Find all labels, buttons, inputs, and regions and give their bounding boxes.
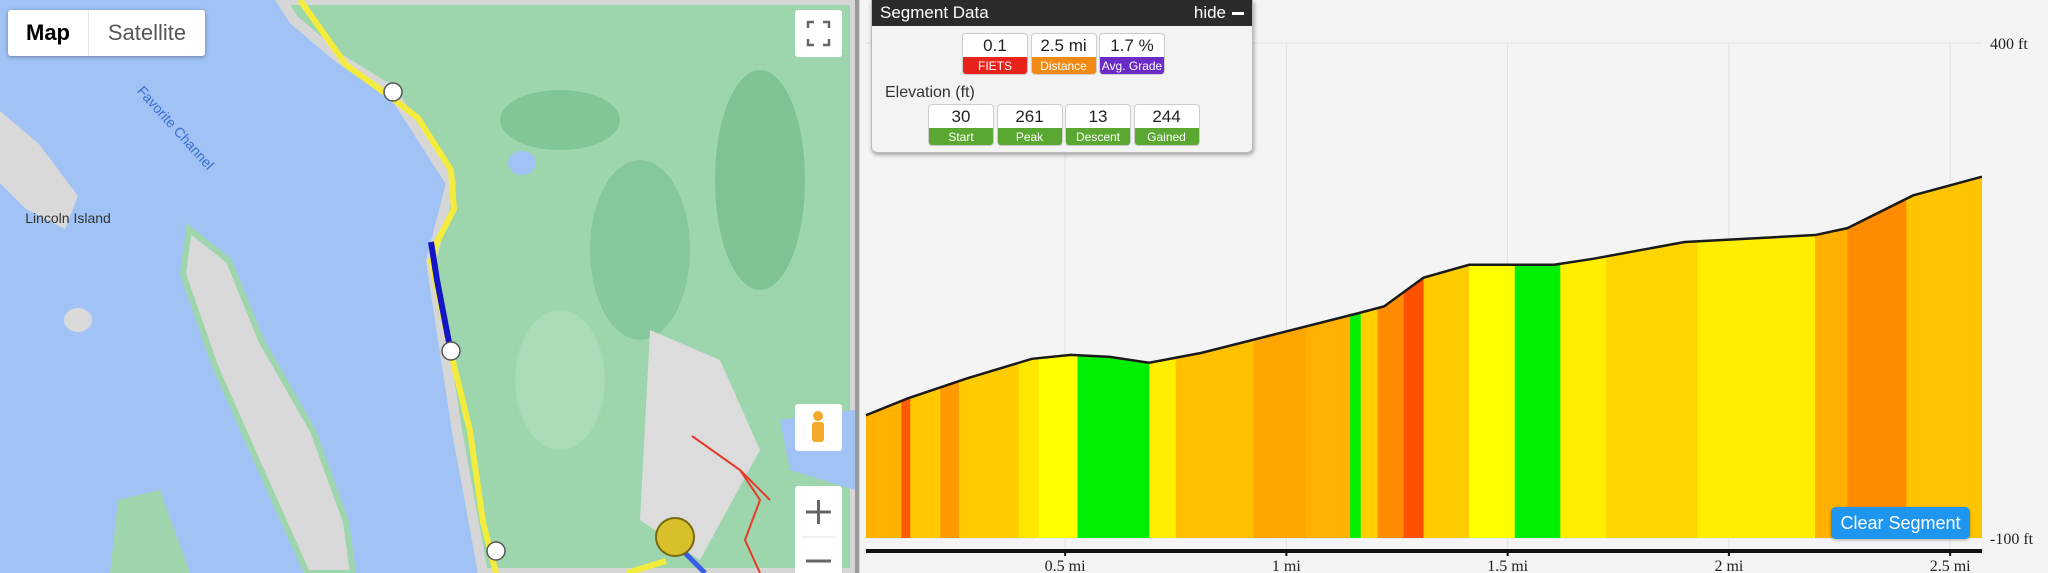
route-shield <box>486 541 506 561</box>
grade-band <box>1606 176 1698 538</box>
route-shield <box>383 82 403 102</box>
x-tick-label: 1 mi <box>1272 558 1301 573</box>
selected-segment <box>428 241 454 354</box>
zoom-in[interactable] <box>806 500 831 524</box>
stat-box: 1.7 % Avg. Grade <box>1099 33 1165 75</box>
panel-header: Segment Data hide <box>872 0 1252 26</box>
stat-label: Peak <box>997 128 1062 145</box>
map[interactable]: Favorite Channel Lincoln Island <box>0 0 860 573</box>
terrain <box>640 330 760 560</box>
x-tick-label: 0.5 mi <box>1045 558 1086 573</box>
place-label: Lincoln Island <box>25 210 111 226</box>
stat-box: 2.5 mi Distance <box>1030 33 1097 75</box>
stat-value: 2.5 mi <box>1040 35 1087 55</box>
road <box>626 558 667 573</box>
island <box>0 111 78 229</box>
stat-label: Start <box>929 128 993 145</box>
grade-band <box>1815 176 1848 538</box>
x-tick-label: 2 mi <box>1714 558 1743 573</box>
stat-label: Distance <box>1031 57 1096 74</box>
terrain <box>500 90 620 150</box>
stat-box: 261 Peak <box>996 104 1063 146</box>
button-bg <box>795 10 842 57</box>
grade-band <box>1847 176 1907 538</box>
map-button[interactable]: Map <box>8 10 89 56</box>
stat-value: 1.7 % <box>1110 35 1154 55</box>
grade-band <box>1360 176 1379 538</box>
terrain <box>715 70 805 290</box>
stat-label: FIETS <box>963 57 1027 74</box>
stat-value: 30 <box>951 106 971 126</box>
grade-band <box>1253 176 1307 538</box>
stat-value: 13 <box>1088 106 1108 126</box>
grade-band <box>1305 176 1351 538</box>
clear-segment-button[interactable]: Clear Segment <box>1831 507 1970 539</box>
stat-value: 261 <box>1015 106 1044 126</box>
elevation-title: Elevation (ft) <box>885 84 975 101</box>
x-tick-label: 2.5 mi <box>1930 558 1971 573</box>
lake <box>508 151 536 175</box>
segment-data-panel: Segment Data hide Elevation (ft) 0.1 FIET… <box>871 0 1253 153</box>
hide-label: hide <box>1193 3 1226 22</box>
fullscreen-button[interactable] <box>795 10 842 57</box>
panel-title: Segment Data <box>880 3 989 22</box>
stat-value: 244 <box>1152 106 1181 126</box>
icon <box>1232 11 1244 15</box>
y-tick-label: 400 ft <box>1990 36 2028 53</box>
hide-button[interactable]: hide <box>1194 3 1244 23</box>
y-tick-label: -100 ft <box>1990 531 2034 548</box>
pegman-button[interactable] <box>795 404 842 451</box>
grade-band <box>1906 176 1982 538</box>
x-tick-label: 1.5 mi <box>1487 558 1528 573</box>
elevation-line <box>865 175 1983 417</box>
stat-label: Avg. Grade <box>1100 57 1164 74</box>
stat-value: 0.1 <box>983 35 1007 55</box>
icon <box>812 422 824 442</box>
grade-band <box>1560 176 1607 538</box>
stat-box: 0.1 FIETS <box>962 33 1028 75</box>
stat-box: 13 Descent <box>1065 104 1131 146</box>
island <box>64 308 92 332</box>
trail <box>691 435 771 573</box>
island <box>110 490 190 573</box>
terrain <box>590 160 690 340</box>
grade-band <box>1514 176 1561 538</box>
divider <box>855 0 859 573</box>
grade-band <box>1377 176 1405 538</box>
stat-box: 244 Gained <box>1133 104 1200 146</box>
button-bg <box>795 486 842 573</box>
map-type-control: Map Satellite <box>8 10 205 56</box>
grade-band <box>1697 176 1816 538</box>
bike-marker[interactable] <box>655 517 695 557</box>
stat-label: Gained <box>1134 128 1199 145</box>
stat-box: 30 Start <box>928 104 994 146</box>
grade-band <box>1423 176 1470 538</box>
icon <box>806 20 831 47</box>
icon <box>813 411 823 421</box>
stat-label: Descent <box>1066 128 1130 145</box>
zoom-control[interactable] <box>795 486 842 573</box>
island <box>179 223 357 573</box>
grade-band <box>1469 176 1516 538</box>
grade-band <box>1350 176 1362 538</box>
terrain <box>515 310 605 450</box>
satellite-button[interactable]: Satellite <box>107 20 187 45</box>
route-shield <box>441 341 461 361</box>
